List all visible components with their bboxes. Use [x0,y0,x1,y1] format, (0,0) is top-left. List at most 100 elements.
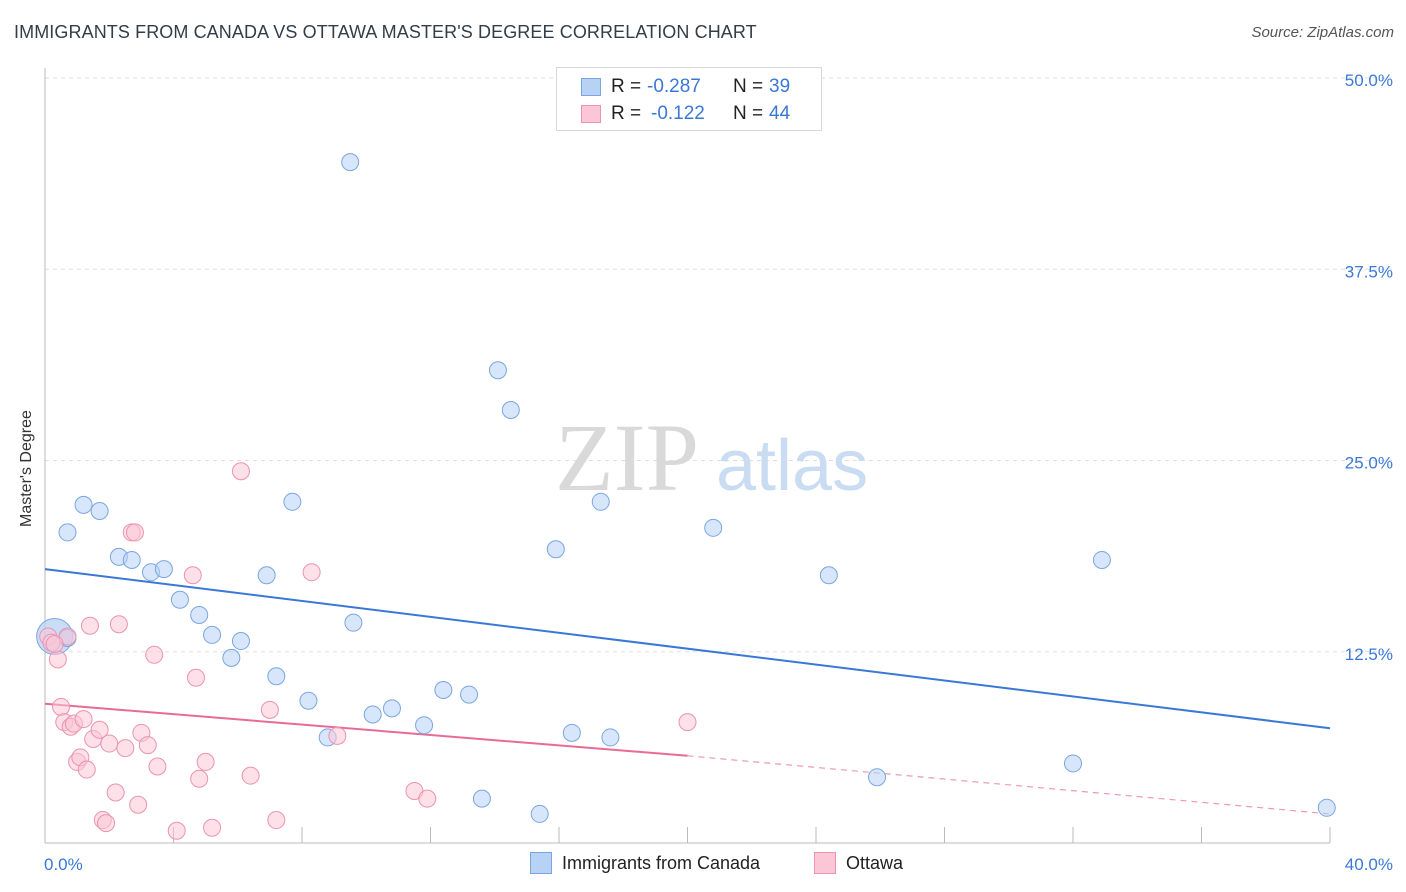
point-ottawa [48,650,67,669]
y-tick-label: 37.5% [1345,262,1393,281]
point-canada [591,492,610,511]
point-ottawa [260,700,279,719]
point-ottawa [418,789,437,808]
point-canada [257,566,276,585]
series-legend: Immigrants from Canada Ottawa [0,852,1406,878]
legend-item-ottawa[interactable]: Ottawa [814,852,903,874]
legend-r-label: R = [611,103,642,124]
data-points [36,153,1336,840]
point-ottawa [241,766,260,785]
point-canada [122,550,141,569]
legend-label-ottawa: Ottawa [846,852,904,873]
point-ottawa [129,795,148,814]
point-canada [190,606,209,625]
watermark-zip: ZIP [555,404,699,511]
point-canada [344,613,363,632]
point-canada [154,560,173,579]
point-ottawa [678,713,697,732]
point-canada [58,523,77,542]
y-tick-label: 25.0% [1345,454,1393,473]
trend-line-ottawa [44,702,688,757]
point-canada [267,667,286,686]
point-ottawa [109,615,128,634]
point-canada [415,716,434,735]
point-ottawa [196,752,215,771]
point-ottawa [203,818,222,837]
point-canada [562,723,581,742]
point-canada [488,361,507,380]
point-canada [704,518,723,537]
point-ottawa [231,462,250,481]
watermark: ZIP atlas [555,404,868,511]
y-axis-label: Master's Degree [18,410,35,527]
point-ottawa [138,736,157,755]
point-ottawa [145,645,164,664]
gridlines [45,77,1392,653]
correlation-legend: R = -0.287 N = 39 R = -0.122 N = 44 [556,67,822,131]
point-canada [1092,550,1111,569]
legend-r-value: -0.122 [651,103,705,124]
point-canada [283,492,302,511]
point-canada [222,648,241,667]
point-canada [74,495,93,514]
tick-labels: 12.5% 25.0% 37.5% 50.0% 0.0% 40.0% [44,71,1393,874]
y-tick-label: 12.5% [1345,645,1393,664]
point-ottawa [116,739,135,758]
point-canada [231,632,250,651]
point-ottawa [125,523,144,542]
point-canada [460,685,479,704]
point-canada [472,789,491,808]
trend-lines [44,568,1331,815]
point-ottawa [90,720,109,739]
point-canada [363,705,382,724]
point-ottawa [45,635,64,654]
point-canada [868,768,887,787]
point-ottawa [183,566,202,585]
legend-row-ottawa: R = -0.122 N = 44 [581,100,790,128]
point-ottawa [267,811,286,830]
point-ottawa [186,668,205,687]
point-ottawa [97,814,116,833]
legend-row-canada: R = -0.287 N = 39 [581,73,790,101]
legend-item-canada[interactable]: Immigrants from Canada [530,852,760,874]
point-ottawa [328,726,347,745]
point-canada [546,540,565,559]
y-tick-label: 50.0% [1345,71,1393,90]
legend-n-label: N = [733,103,764,124]
source-label: Source: ZipAtlas.com [1251,24,1394,41]
legend-r-label: R = [611,76,642,97]
watermark-atlas: atlas [716,426,868,506]
point-ottawa [190,769,209,788]
legend-n-value: 39 [769,76,791,97]
legend-n-value: 44 [769,103,791,124]
point-canada [299,691,318,710]
point-canada [341,153,360,172]
point-canada [203,625,222,644]
point-canada [530,804,549,823]
point-canada [434,681,453,699]
legend-n-label: N = [733,76,764,97]
axes [44,68,1331,844]
legend-swatch-ottawa [581,105,601,123]
point-canada [382,699,401,718]
legend-label-canada: Immigrants from Canada [562,852,761,873]
point-canada [601,728,620,747]
chart-title: IMMIGRANTS FROM CANADA VS OTTAWA MASTER'… [14,22,757,42]
point-ottawa [77,760,96,779]
legend-swatch-ottawa [814,852,836,874]
legend-r-value: -0.287 [647,76,701,97]
x-tick-label: 40.0% [1345,855,1393,874]
point-canada [1317,798,1336,817]
x-tick-label: 0.0% [44,855,83,874]
point-canada [170,590,189,609]
point-canada [819,566,838,585]
point-canada [501,401,520,420]
point-canada [1064,754,1082,773]
point-ottawa [52,697,71,716]
trend-line-ottawa-extrapolated [687,755,1331,815]
legend-swatch-canada [530,852,552,874]
point-ottawa [80,616,99,635]
point-ottawa [106,783,125,802]
point-ottawa [148,757,167,776]
